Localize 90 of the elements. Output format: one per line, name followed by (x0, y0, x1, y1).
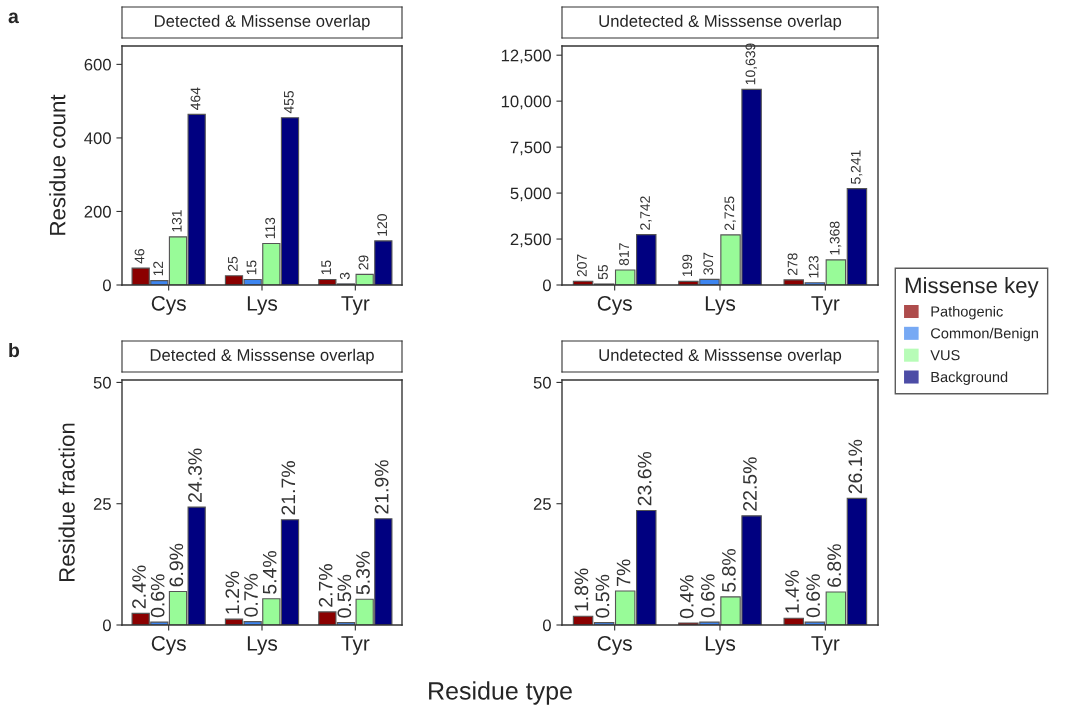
data-label: 0.4% (679, 575, 694, 619)
y-tick-label: 12,500 (501, 49, 551, 64)
x-tick-label: Cys (597, 295, 632, 315)
legend-label: VUS (930, 349, 960, 361)
chart-title: Detected & Missense overlap (154, 14, 370, 31)
y-tick-label: 50 (533, 376, 551, 389)
data-label: 120 (377, 214, 388, 236)
y-tick-label: 0 (102, 619, 111, 632)
x-tick-label: Cys (151, 295, 186, 315)
data-label: 5.3% (356, 551, 370, 595)
data-label: 199 (682, 254, 693, 277)
data-label: 26.1% (848, 439, 863, 494)
data-label: 6.8% (827, 544, 842, 587)
data-label: 23.6% (637, 451, 652, 506)
data-label: 0.6% (806, 574, 821, 618)
y-tick-label: 5,000 (510, 187, 551, 202)
data-label: 22.5% (743, 457, 757, 511)
data-label: 0.6% (700, 574, 715, 618)
legend-label: Background (931, 371, 1008, 386)
data-label: 131 (171, 210, 182, 232)
x-tick-label: Lys (705, 636, 736, 655)
data-label: 0.5% (595, 574, 610, 618)
y-tick-label: 400 (84, 132, 111, 145)
x-tick-label: Lys (247, 636, 278, 655)
data-label: 5.4% (262, 551, 277, 594)
text: a (8, 12, 19, 24)
data-label: 25 (227, 256, 238, 271)
y-tick-label: 0 (102, 279, 111, 292)
data-label: 5,241 (850, 150, 863, 184)
data-label: 0.7% (244, 573, 258, 617)
x-tick-label: Tyr (341, 296, 370, 315)
y-axis-title: Residue count (49, 94, 66, 235)
data-label: 464 (190, 87, 201, 110)
data-label: 278 (787, 253, 798, 276)
x-tick-label: Tyr (811, 636, 840, 655)
data-label: 29 (358, 255, 369, 270)
data-label: 1,368 (829, 221, 842, 255)
data-label: 1.4% (785, 570, 799, 613)
data-label: 2,742 (640, 196, 652, 230)
data-label: 10,639 (745, 43, 757, 85)
y-tick-label: 25 (533, 498, 551, 510)
data-label: 7% (616, 559, 631, 586)
y-tick-label: 0 (542, 279, 551, 292)
y-tick-label: 50 (93, 376, 111, 389)
data-label: 817 (619, 243, 629, 266)
data-label: 0.6% (150, 574, 165, 618)
data-label: 455 (284, 90, 294, 114)
x-tick-label: Cys (597, 635, 632, 655)
data-label: 21.9% (374, 460, 389, 514)
x-tick-label: Tyr (811, 296, 840, 315)
data-label: 24.3% (188, 448, 202, 502)
data-label: 123 (808, 256, 819, 278)
legend-label: Pathogenic (931, 305, 1003, 320)
data-label: 113 (265, 217, 276, 239)
data-label: 1.8% (574, 568, 589, 611)
y-tick-label: 2,500 (510, 233, 551, 248)
data-label: 15 (321, 260, 332, 275)
legend-title: Missense key (905, 276, 1039, 298)
x-axis-title: Residue type (429, 681, 572, 705)
y-tick-label: 200 (84, 205, 111, 218)
y-tick-label: 7,500 (510, 141, 551, 156)
x-tick-label: Lys (705, 296, 736, 315)
data-label: 2.4% (132, 565, 146, 609)
chart-title: Undetected & Misssense overlap (599, 348, 842, 365)
x-tick-label: Lys (247, 296, 278, 315)
y-axis-title: Residue fraction (58, 423, 75, 581)
data-label: 2.7% (318, 564, 333, 607)
data-label: 15 (246, 260, 257, 275)
data-label: 3 (339, 272, 350, 280)
legend-label: Common/Benign (931, 327, 1038, 342)
data-label: 46 (134, 249, 145, 264)
data-label: 12 (153, 261, 163, 276)
y-tick-label: 600 (84, 58, 111, 71)
data-label: 55 (598, 264, 608, 280)
x-tick-label: Tyr (341, 636, 370, 655)
data-label: 21.7% (281, 461, 296, 515)
y-tick-label: 0 (542, 619, 551, 632)
chart-title: Detected & Misssense overlap (150, 348, 374, 365)
data-label: 2,725 (724, 196, 736, 231)
y-tick-label: 10,000 (501, 95, 551, 110)
data-label: 1.2% (225, 571, 240, 614)
x-tick-label: Cys (151, 635, 186, 655)
text: b (9, 342, 20, 358)
data-label: 5.8% (721, 549, 736, 592)
data-label: 6.9% (169, 543, 184, 587)
data-label: 307 (703, 252, 714, 275)
data-label: 0.5% (337, 574, 352, 618)
y-tick-label: 25 (93, 498, 111, 510)
data-label: 207 (576, 254, 587, 277)
chart-title: Undetected & Misssense overlap (599, 14, 842, 31)
